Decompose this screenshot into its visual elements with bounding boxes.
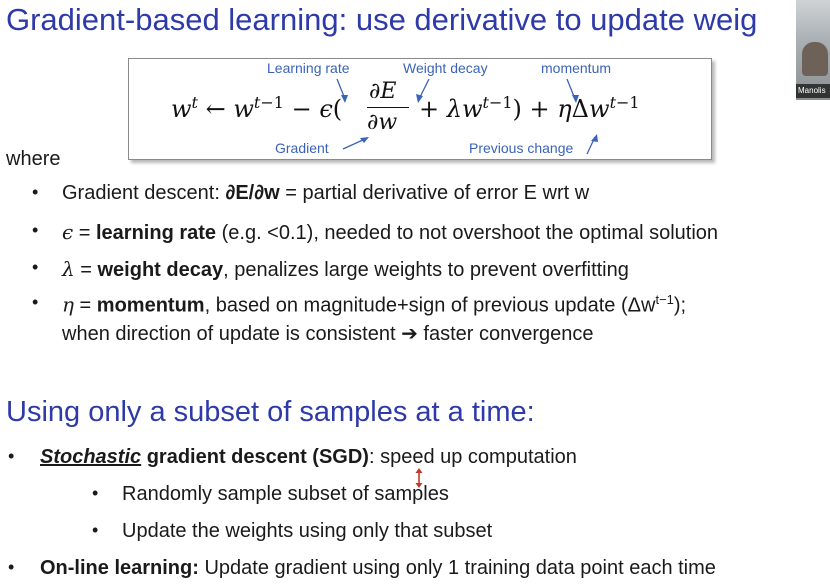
annotation-momentum: momentum [541, 60, 612, 76]
equation-numerator: ∂E [369, 79, 397, 104]
update-equation: wt ← wt−1 − ϵ( [171, 93, 343, 123]
where-label: where [6, 148, 61, 170]
presenter-name: Manolis [796, 84, 830, 98]
equation-box: Learning rate Weight decay momentum Grad… [128, 58, 712, 160]
webcam-thumbnail: Manolis [796, 0, 830, 100]
equation-fraction-bar [367, 107, 409, 108]
resize-cursor-icon [415, 468, 423, 488]
slide-title: Gradient-based learning: use derivative … [6, 2, 758, 37]
annotation-arrows [336, 78, 598, 155]
equation-tail: + λwt−1) + ηΔwt−1 [419, 93, 640, 123]
annotation-previous-change: Previous change [469, 140, 574, 156]
equation-denominator: ∂w [367, 110, 398, 135]
annotation-learning-rate: Learning rate [267, 60, 350, 76]
annotation-gradient: Gradient [275, 140, 329, 156]
annotation-weight-decay: Weight decay [403, 60, 488, 76]
section-subtitle: Using only a subset of samples at a time… [6, 396, 535, 428]
presenter-silhouette [802, 42, 828, 76]
